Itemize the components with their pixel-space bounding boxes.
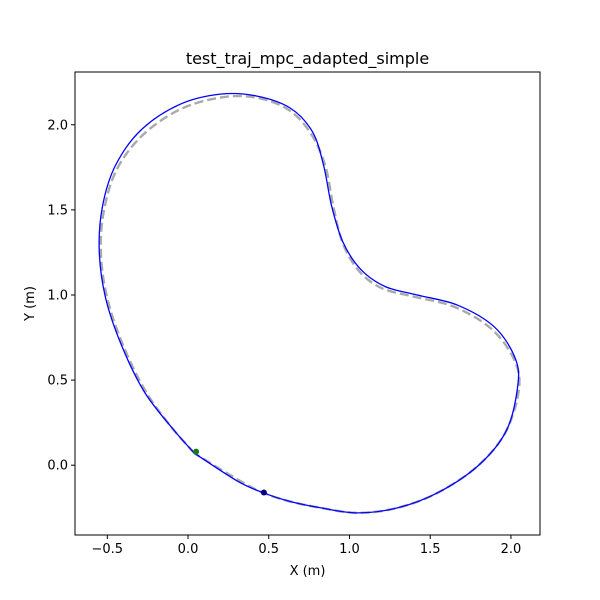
y-tick-label: 1.5 (47, 203, 68, 218)
end-point-marker (260, 489, 267, 496)
start-point-marker (193, 448, 200, 455)
y-tick-label: 0.5 (47, 374, 68, 389)
x-tick-label: 0.5 (258, 542, 279, 557)
x-tick-label: 0.0 (178, 542, 199, 557)
x-tick-label: −0.5 (92, 542, 124, 557)
actual-trajectory-line (98, 92, 520, 514)
y-tick-label: 2.0 (47, 118, 68, 133)
marker-layer (193, 448, 267, 496)
x-tick-label: 1.0 (339, 542, 360, 557)
y-axis-label: Y (m) (23, 286, 38, 322)
x-axis-ticks: −0.5 0.0 0.5 1.0 1.5 2.0 (92, 535, 522, 557)
y-tick-label: 1.0 (47, 288, 68, 303)
chart-title: test_traj_mpc_adapted_simple (186, 49, 429, 69)
series-layer (98, 92, 521, 515)
x-tick-label: 1.5 (420, 542, 441, 557)
plot-frame (74, 71, 541, 536)
y-tick-label: 0.0 (47, 459, 68, 474)
x-axis-label: X (m) (290, 564, 326, 579)
x-tick-label: 2.0 (501, 542, 522, 557)
y-axis-ticks: 0.0 0.5 1.0 1.5 2.0 (47, 118, 75, 474)
